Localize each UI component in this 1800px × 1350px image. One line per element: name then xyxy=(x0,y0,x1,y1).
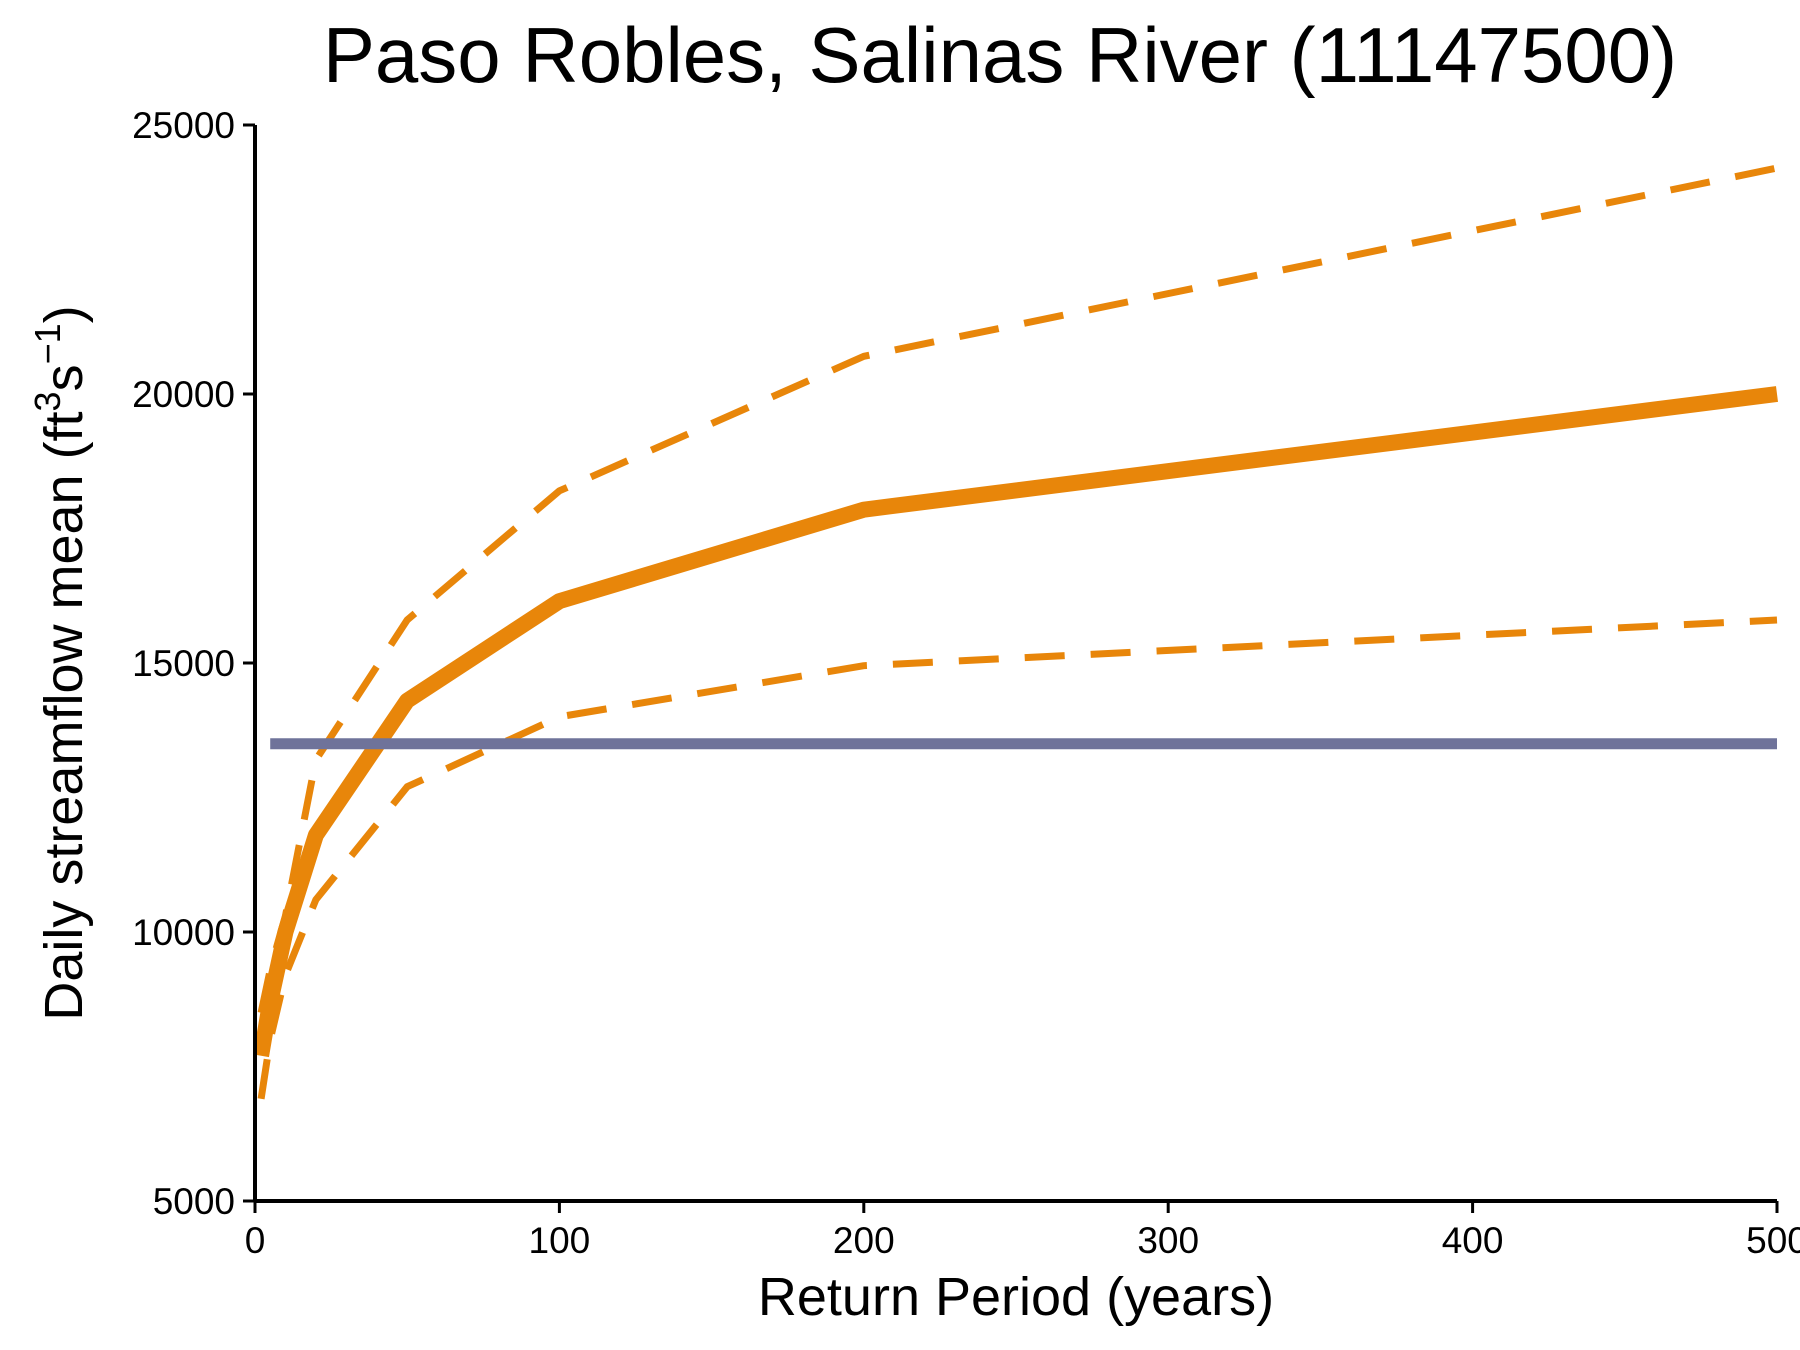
x-tick-label: 400 xyxy=(1442,1220,1504,1261)
x-tick-label: 500 xyxy=(1746,1220,1800,1261)
y-axis-label-sup2: −1 xyxy=(27,323,68,364)
y-axis-label-mid: s xyxy=(34,364,94,391)
series-line-upper-bound xyxy=(257,164,1778,1014)
series-line-mean xyxy=(253,386,1779,1058)
y-tick-label: 25000 xyxy=(132,105,235,146)
y-axis-label-end: ) xyxy=(34,305,94,323)
x-tick-label: 0 xyxy=(245,1220,266,1261)
y-tick-label: 15000 xyxy=(132,643,235,684)
y-tick-label: 5000 xyxy=(153,1181,235,1222)
y-axis-label-main: Daily streamflow mean (ft xyxy=(34,411,94,1020)
series-line-lower-bound xyxy=(257,616,1778,1100)
chart-title: Paso Robles, Salinas River (11147500) xyxy=(323,11,1677,99)
x-axis-label: Return Period (years) xyxy=(758,1267,1274,1327)
x-tick-label: 200 xyxy=(833,1220,895,1261)
y-tick-label: 10000 xyxy=(132,912,235,953)
y-axis-label-sup1: 3 xyxy=(27,391,68,411)
y-tick-label: 20000 xyxy=(132,374,235,415)
x-tick-label: 100 xyxy=(529,1220,591,1261)
x-tick-label: 300 xyxy=(1137,1220,1199,1261)
y-axis-label: Daily streamflow mean (ft3s−1) xyxy=(27,305,94,1020)
